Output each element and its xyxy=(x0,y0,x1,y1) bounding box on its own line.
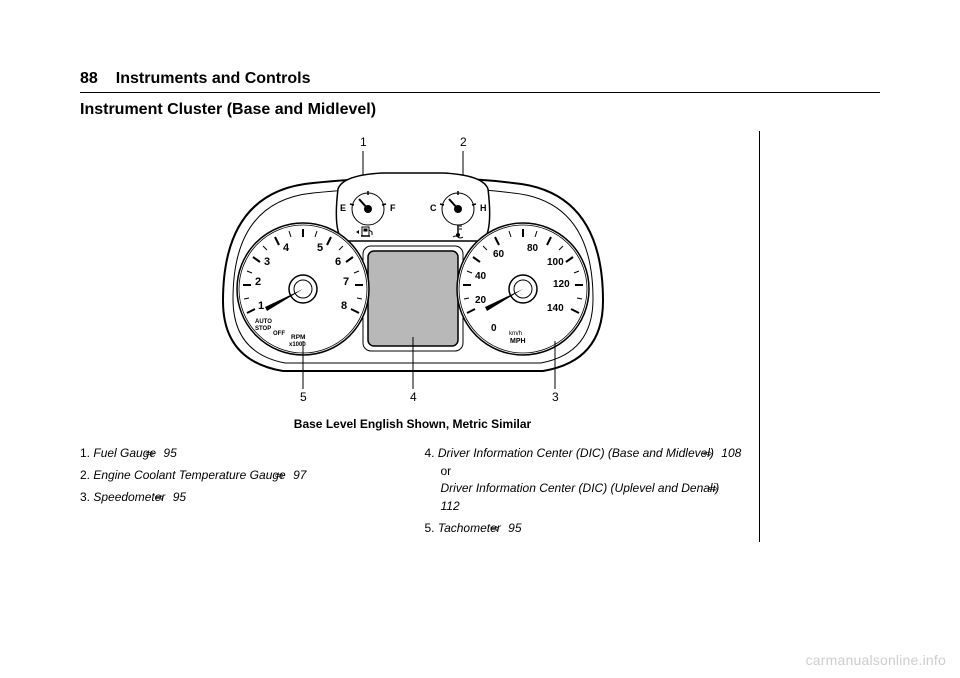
side-column xyxy=(760,131,880,542)
legend-item: 2. Engine Coolant Temperature Gauge ⇨97 xyxy=(80,467,401,485)
svg-text:60: 60 xyxy=(493,249,505,260)
svg-text:40: 40 xyxy=(475,271,487,282)
figure-caption: Base Level English Shown, Metric Similar xyxy=(80,417,745,431)
svg-text:RPM: RPM xyxy=(291,334,305,341)
svg-text:100: 100 xyxy=(547,257,564,268)
callout-2: 2 xyxy=(460,135,467,149)
svg-text:0: 0 xyxy=(491,323,497,334)
content: 1 2 E xyxy=(80,131,880,542)
legend-item: 3. Speedometer ⇨95 xyxy=(80,489,401,507)
temp-c: C xyxy=(430,203,437,213)
svg-text:80: 80 xyxy=(527,243,539,254)
callout-4: 4 xyxy=(410,390,417,404)
svg-text:20: 20 xyxy=(475,295,487,306)
legend-item: 4. Driver Information Center (DIC) (Base… xyxy=(425,445,746,516)
legend-left: 1. Fuel Gauge ⇨95 2. Engine Coolant Temp… xyxy=(80,445,401,542)
main-column: 1 2 E xyxy=(80,131,760,542)
legend: 1. Fuel Gauge ⇨95 2. Engine Coolant Temp… xyxy=(80,445,745,542)
svg-text:MPH: MPH xyxy=(510,338,526,345)
fuel-f: F xyxy=(390,203,396,213)
svg-text:7: 7 xyxy=(343,276,349,288)
svg-text:140: 140 xyxy=(547,303,564,314)
page-header: 88 Instruments and Controls xyxy=(80,70,880,93)
svg-text:1: 1 xyxy=(258,300,264,312)
svg-text:OFF: OFF xyxy=(273,331,285,337)
callout-3: 3 xyxy=(552,390,559,404)
cluster-figure: 1 2 E xyxy=(80,131,745,411)
callout-5: 5 xyxy=(300,390,307,404)
section-title: Instrument Cluster (Base and Midlevel) xyxy=(80,101,880,119)
legend-item: 5. Tachometer ⇨95 xyxy=(425,520,746,538)
svg-text:2: 2 xyxy=(255,276,261,288)
svg-text:120: 120 xyxy=(553,279,570,290)
svg-text:3: 3 xyxy=(264,256,270,268)
svg-text:8: 8 xyxy=(341,300,347,312)
svg-text:6: 6 xyxy=(335,256,341,268)
temp-h: H xyxy=(480,203,487,213)
svg-text:x1000: x1000 xyxy=(289,342,306,348)
watermark: carmanualsonline.info xyxy=(806,652,946,668)
svg-text:5: 5 xyxy=(317,242,323,254)
page-number: 88 xyxy=(80,70,98,88)
callout-1: 1 xyxy=(360,135,367,149)
svg-text:STOP: STOP xyxy=(255,326,271,332)
legend-item: 1. Fuel Gauge ⇨95 xyxy=(80,445,401,463)
fuel-e: E xyxy=(340,203,346,213)
manual-page: 88 Instruments and Controls Instrument C… xyxy=(80,70,880,542)
legend-right: 4. Driver Information Center (DIC) (Base… xyxy=(425,445,746,542)
svg-text:km/h: km/h xyxy=(509,331,522,337)
svg-text:AUTO: AUTO xyxy=(255,319,272,325)
svg-text:4: 4 xyxy=(283,242,290,254)
chapter-title: Instruments and Controls xyxy=(116,70,311,88)
